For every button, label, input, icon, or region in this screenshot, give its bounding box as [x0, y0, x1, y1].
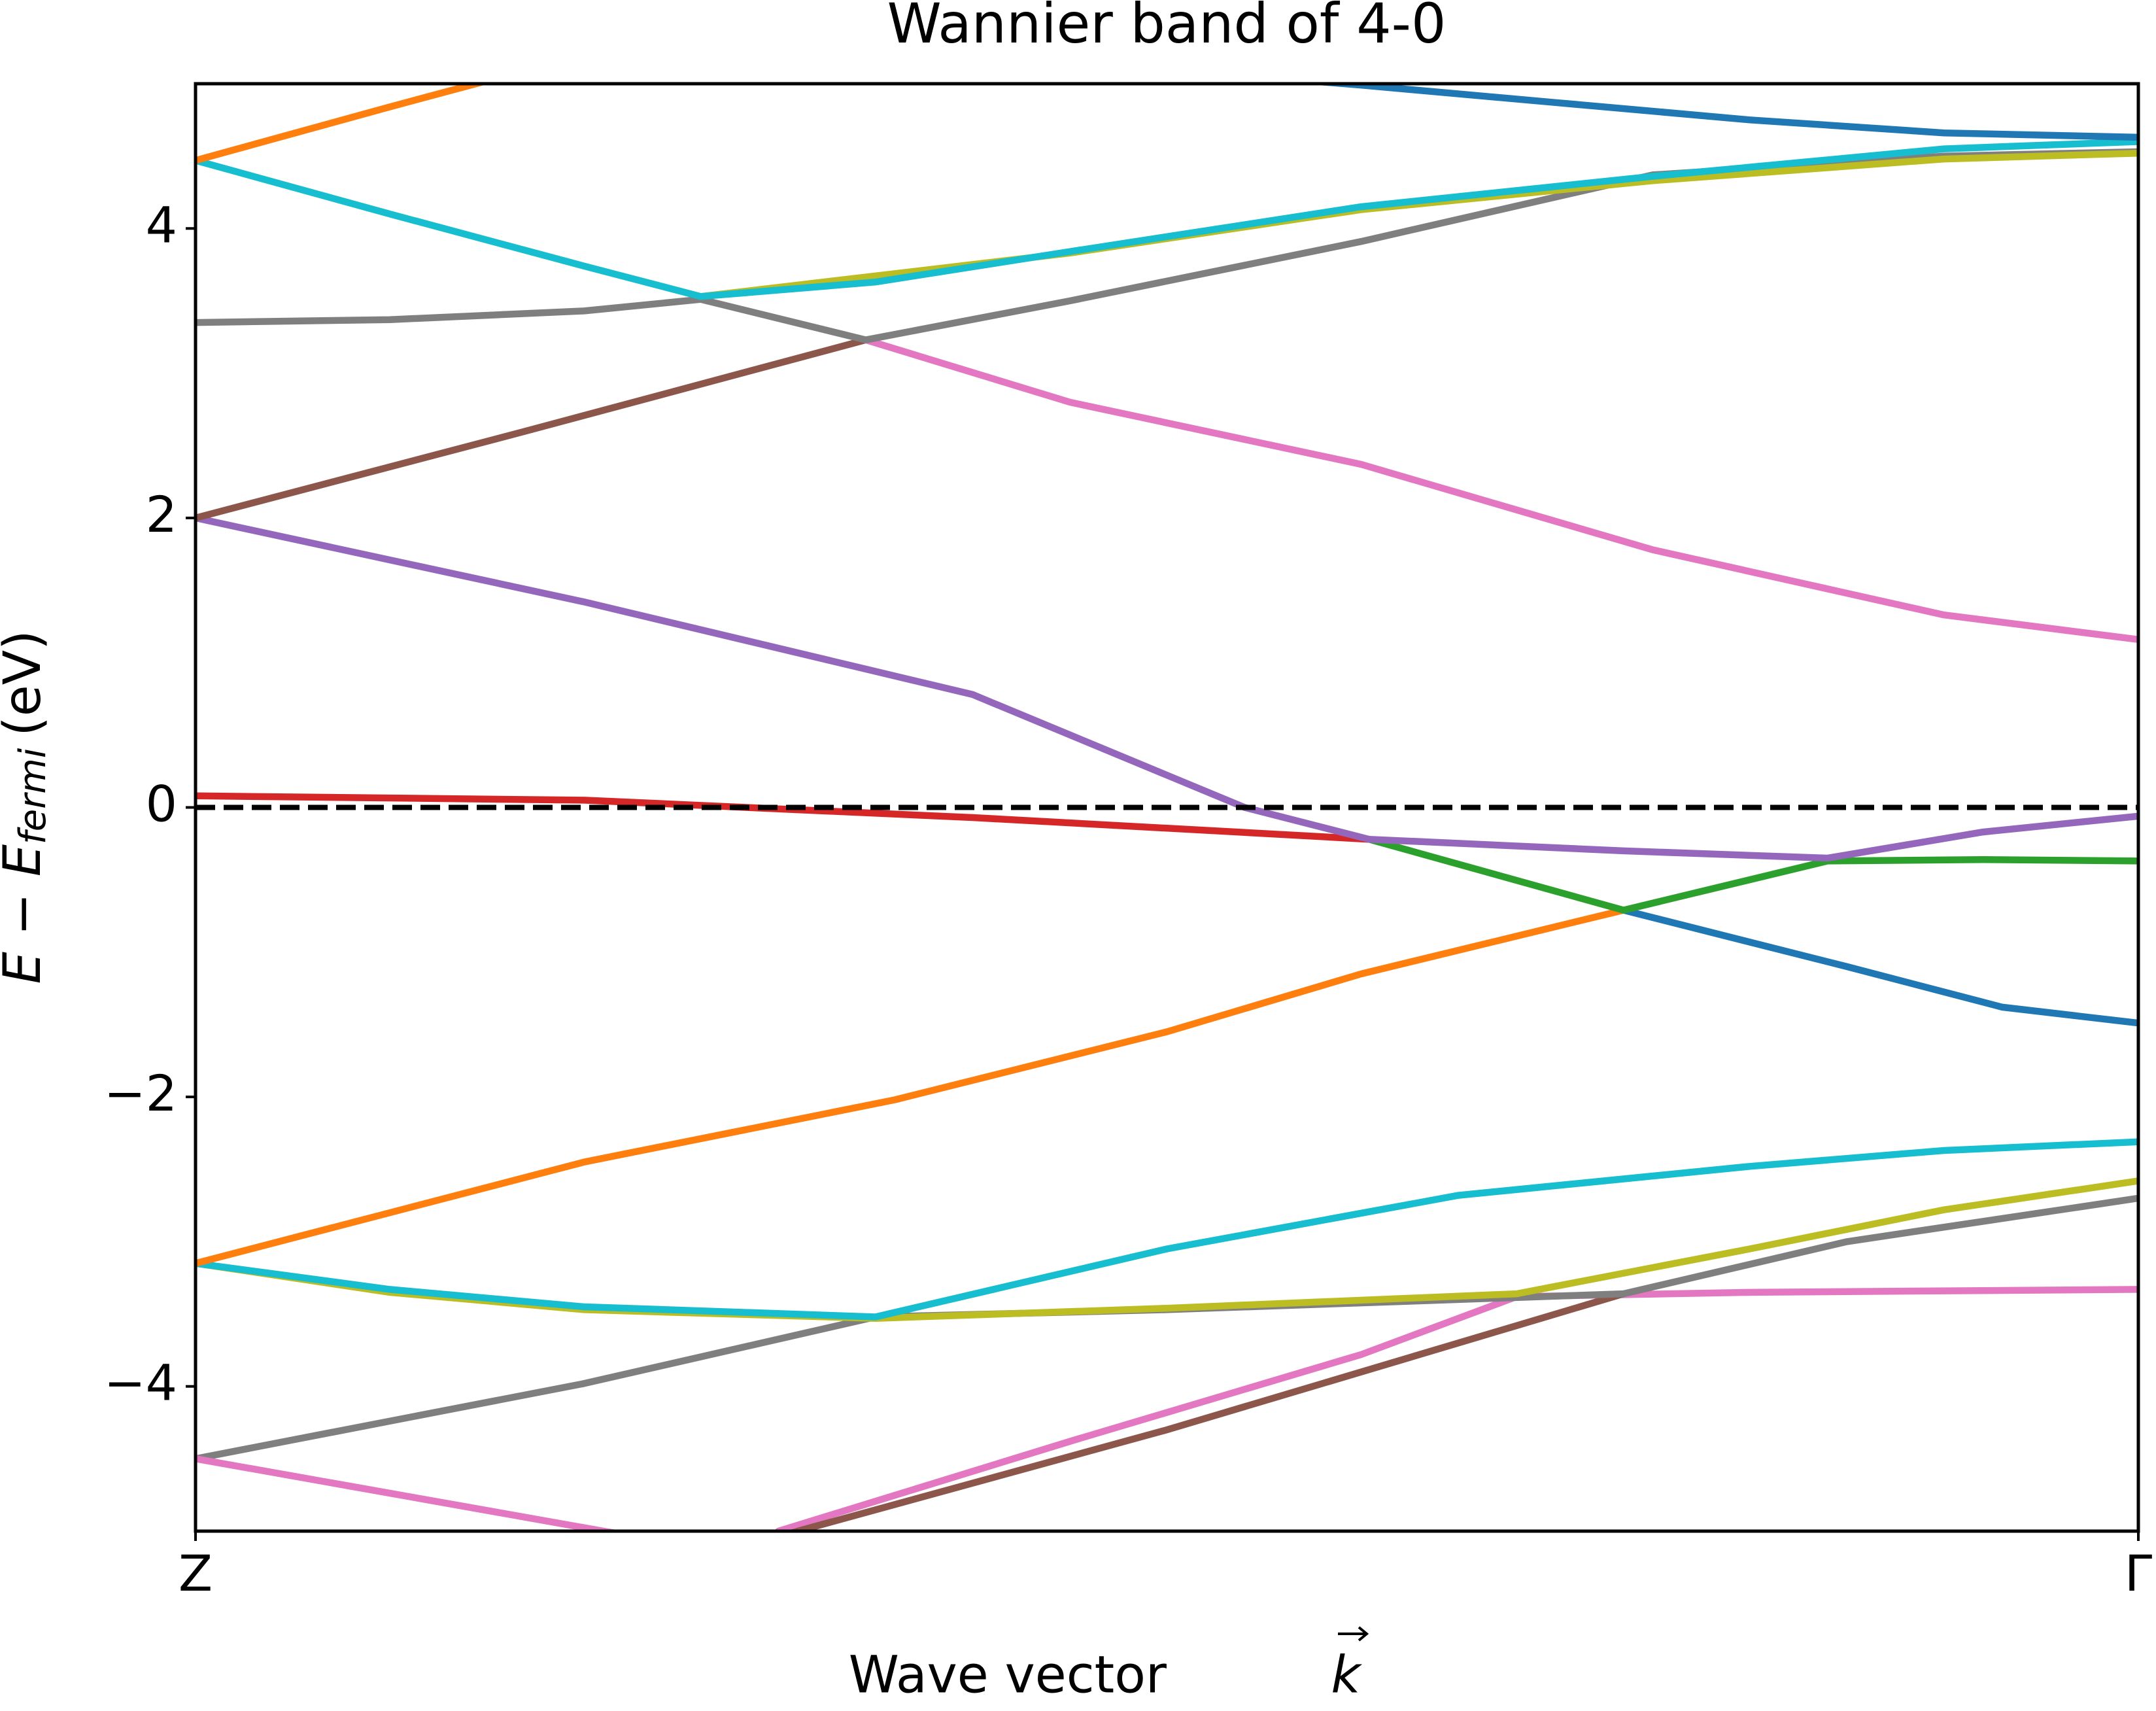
y-axis-label: E − Efermi (eV) — [0, 630, 54, 984]
band-line — [196, 138, 2138, 300]
band-line — [1620, 907, 2138, 1027]
band-line — [196, 907, 1627, 1267]
band-line — [196, 514, 2138, 862]
band-line — [196, 1455, 625, 1531]
band-line — [196, 1194, 2138, 1462]
y-axis-label-sub: fermi — [12, 748, 54, 844]
y-tick-label: −4 — [104, 1354, 177, 1412]
band-line — [196, 1138, 2138, 1321]
band-line — [1301, 84, 2138, 141]
x-tick-label: Z — [179, 1544, 213, 1602]
band-line — [196, 792, 1373, 843]
y-tick-label: 2 — [146, 485, 177, 544]
x-axis-label: Wave vector — [849, 1646, 1167, 1704]
plot-area — [196, 84, 2138, 1531]
y-tick-label: 4 — [146, 196, 177, 254]
vector-arrow — [1338, 1626, 1369, 1642]
y-axis-label-unit: (eV) — [0, 630, 52, 736]
band-line — [862, 336, 2138, 644]
y-tick-label: 0 — [146, 774, 177, 833]
x-tick-label: Γ — [2125, 1544, 2152, 1602]
y-axis-label-main: E − E — [0, 844, 52, 984]
x-axis-label-symbol: k — [1331, 1646, 1362, 1704]
band-line — [775, 1286, 2138, 1531]
chart-title: Wannier band of 4-0 — [887, 0, 1446, 56]
band-line — [785, 1290, 1627, 1531]
band-line — [196, 336, 870, 522]
band-line — [1365, 835, 2138, 914]
y-tick-label: −2 — [104, 1064, 177, 1122]
band-line — [196, 84, 490, 164]
band-line — [196, 148, 2138, 343]
